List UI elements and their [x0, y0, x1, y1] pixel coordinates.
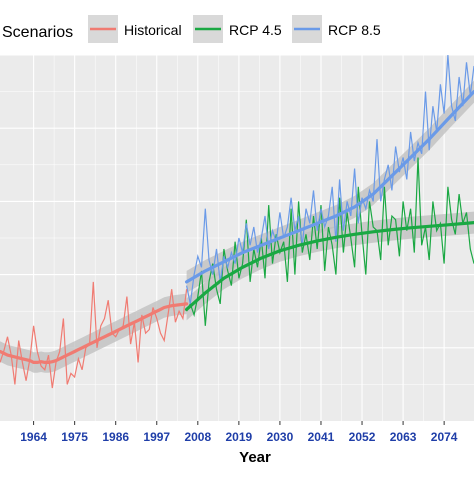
x-tick-label: 2052 — [349, 430, 376, 444]
x-tick-label: 2019 — [226, 430, 253, 444]
legend-label: RCP 4.5 — [229, 22, 282, 38]
x-axis-label: Year — [239, 449, 271, 466]
legend-label: RCP 8.5 — [328, 22, 381, 38]
x-tick-label: 1975 — [61, 430, 88, 444]
legend-label: Historical — [124, 22, 182, 38]
legend-items: Historical RCP 4.5 RCP 8.5 — [88, 15, 381, 43]
confidence-band — [186, 211, 474, 321]
x-tick-label: 2030 — [267, 430, 294, 444]
legend: Scenarios Historical RCP 4.5 RCP 8.5 — [0, 8, 402, 50]
x-tick-label: 1986 — [102, 430, 129, 444]
x-axis-ticks: 1964 1975 1986 1997 2008 2019 2030 2041 2052 2063… — [20, 421, 458, 444]
series-line — [186, 54, 474, 305]
x-tick-label: 2008 — [184, 430, 211, 444]
data-lines — [0, 54, 474, 389]
legend-title: Scenarios — [2, 24, 73, 41]
x-tick-label: 1997 — [143, 430, 170, 444]
trend-line — [0, 302, 189, 364]
x-tick-label: 2041 — [308, 430, 335, 444]
series-line — [0, 281, 188, 389]
trend-line — [185, 221, 474, 311]
trend-line — [185, 89, 474, 284]
trend-lines — [0, 89, 474, 364]
confidence-band — [0, 293, 187, 373]
x-tick-label: 1964 — [20, 430, 47, 444]
series-line — [186, 157, 474, 326]
x-tick-label: 2063 — [390, 430, 417, 444]
confidence-band — [186, 80, 474, 293]
x-tick-label: 2074 — [431, 430, 458, 444]
confidence-bands — [0, 80, 474, 373]
